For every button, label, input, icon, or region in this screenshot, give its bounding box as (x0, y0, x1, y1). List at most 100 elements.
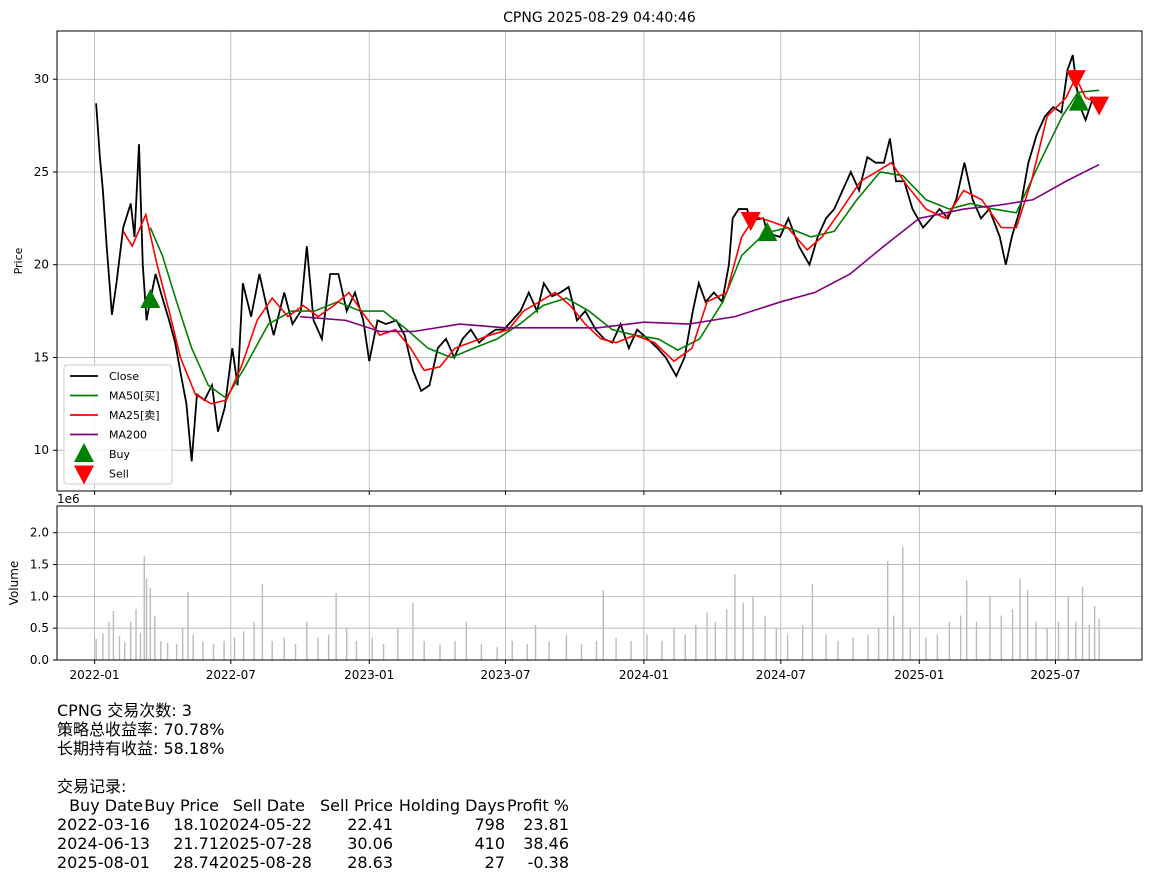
volume-bar (294, 644, 297, 660)
trade-cell: 2024-06-13 (57, 834, 150, 853)
volume-bar (902, 546, 904, 660)
volume-bar (233, 637, 236, 660)
trade-cell: 28.74 (173, 853, 219, 872)
volume-bar (752, 596, 754, 660)
volume-bar (1046, 628, 1048, 660)
volume-bar (1000, 615, 1002, 660)
trade-cell: 28.63 (347, 853, 393, 872)
price-tick-label: 30 (34, 72, 49, 86)
volume-bar (397, 628, 399, 660)
volume-bar (1088, 625, 1091, 660)
volume-bar (661, 640, 663, 660)
buy-marker (757, 221, 778, 241)
volume-bar (1098, 618, 1100, 660)
volume-bar (1026, 590, 1029, 660)
volume-bar (202, 640, 204, 660)
sell-marker (1089, 96, 1110, 116)
volume-bar (1075, 621, 1077, 660)
volume-bar (948, 621, 951, 660)
volume-bar (335, 593, 337, 660)
volume-bar (837, 640, 839, 660)
column-header: Holding Days (398, 796, 505, 815)
volume-bar (345, 628, 348, 660)
volume-bar (261, 583, 264, 660)
volume-bar (684, 634, 686, 660)
price-tick-label: 10 (34, 443, 49, 457)
volume-bar (465, 621, 468, 660)
trade-cell: 38.46 (523, 834, 569, 853)
volume-bar (909, 628, 911, 660)
volume-tick-label: 0.5 (30, 621, 49, 635)
trade-cell: 23.81 (523, 815, 569, 834)
volume-bar (511, 640, 513, 660)
volume-bar (423, 640, 425, 660)
column-header: Sell Price (319, 796, 393, 815)
legend-marker-sell (74, 465, 94, 485)
column-header: Buy Price (144, 796, 219, 815)
trade-cell: 21.71 (173, 834, 219, 853)
buy-marker (1068, 91, 1089, 111)
volume-bar (565, 634, 568, 660)
volume-bar (480, 644, 483, 660)
volume-bar (734, 574, 736, 660)
x-tick-label: 2023-07 (480, 668, 530, 682)
records-header: Buy DateBuy Price Sell Date Sell Price Hold… (57, 796, 569, 815)
chart-title: CPNG 2025-08-29 04:40:46 (503, 10, 696, 26)
volume-bar (1019, 578, 1021, 660)
volume-bar (271, 640, 273, 660)
volume-bar (154, 615, 156, 660)
trade-row: 2025-08-01 28.742025-08-28 28.63 27 -0.38 (57, 853, 569, 872)
records-title: 交易记录: (57, 777, 127, 796)
volume-bar (112, 611, 115, 660)
volume-bar (646, 634, 648, 660)
volume-bar (775, 628, 778, 660)
volume-bar (714, 621, 717, 660)
legend-label: Close (109, 370, 139, 383)
volume-bar (192, 634, 194, 660)
volume-bar (764, 615, 766, 660)
volume-bar (382, 644, 385, 660)
volume-bar (786, 634, 789, 660)
trade-cell: 2024-05-22 (219, 815, 312, 834)
trade-cell: 2022-03-16 (57, 815, 150, 834)
sell-marker (1065, 70, 1086, 90)
volume-bar (811, 583, 814, 660)
volume-bar (454, 640, 456, 660)
volume-bar (149, 588, 152, 660)
volume-bar (877, 628, 880, 660)
volume-bar (439, 644, 441, 660)
x-tick-label: 2022-01 (70, 668, 120, 682)
legend-label: MA50[买] (109, 390, 160, 403)
series-line-ma200 (299, 163, 1100, 333)
series-line-ma25 (122, 75, 1100, 405)
volume-bar (959, 615, 962, 660)
volume-bar (852, 637, 854, 660)
volume-tick-label: 0.0 (30, 653, 49, 667)
volume-bar (124, 642, 126, 660)
volume-bar (118, 635, 121, 660)
volume-bar (548, 640, 550, 660)
price-tick-label: 20 (34, 258, 49, 272)
volume-bar (143, 556, 145, 660)
backtest-summary: CPNG 交易次数: 3 策略总收益率: 70.78% 长期持有收益: 58.18%… (57, 701, 569, 872)
volume-bar (825, 634, 827, 660)
volume-bar (867, 634, 869, 660)
volume-bar (95, 639, 97, 660)
volume-bar (181, 628, 184, 660)
legend-label: MA25[卖] (109, 409, 160, 422)
x-tick-label: 2024-01 (619, 668, 669, 682)
volume-tick-label: 1.0 (30, 589, 49, 603)
volume-tick-label: 1.5 (30, 558, 49, 572)
volume-bar (175, 644, 178, 660)
volume-bar (965, 580, 968, 660)
legend: Close MA50[买] MA25[卖] MA200 Buy Sell (63, 364, 173, 485)
volume-axis-label: Volume (7, 561, 21, 606)
volume-bar (673, 628, 675, 660)
volume-bar (242, 631, 245, 660)
sell-marker (740, 212, 761, 232)
volume-bar (135, 609, 137, 660)
trade-cell: -0.38 (527, 853, 569, 872)
column-header: Buy Date (69, 796, 143, 815)
volume-bar (534, 625, 537, 660)
trade-cell: 30.06 (347, 834, 393, 853)
